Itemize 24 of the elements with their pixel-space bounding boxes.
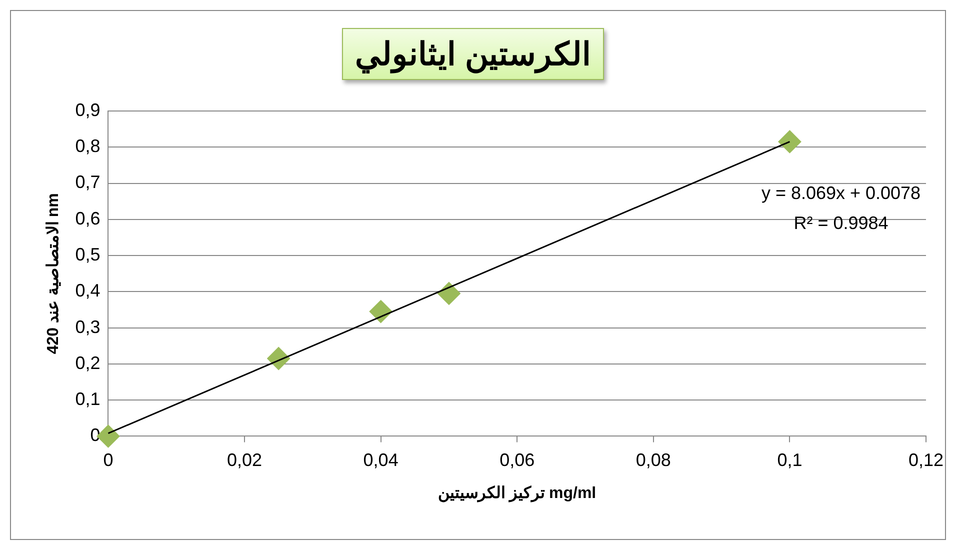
- x-tick-label: 0,06: [500, 450, 535, 470]
- y-tick-label: 0,2: [75, 352, 100, 373]
- y-tick-label: 0,6: [75, 208, 100, 228]
- x-tick-label: 0,02: [226, 450, 262, 470]
- y-tick-label: 0,3: [75, 316, 100, 337]
- x-tick-label: 0,04: [363, 450, 398, 470]
- y-tick-label: 0,1: [75, 389, 100, 410]
- point: [369, 300, 392, 324]
- x-tick-label: 0,1: [777, 450, 802, 470]
- x-tick-label: 0,12: [908, 450, 944, 470]
- annotation: R² = 0.9984: [794, 213, 888, 233]
- y-tick-label: 0,5: [75, 244, 100, 264]
- point: [437, 282, 460, 305]
- y-tick-label: 0,4: [75, 280, 100, 301]
- x-axis-title: تركيز الكرسيتين mg/ml: [438, 484, 596, 503]
- y-axis-title: الامتصاصية عند 420 nm: [45, 193, 62, 354]
- y-tick-label: 0,8: [75, 136, 100, 156]
- y-tick-label: 0,7: [75, 172, 100, 192]
- x-tick-label: 0,08: [636, 450, 671, 470]
- chart-title: الكرستين ايثانولي: [342, 28, 604, 80]
- y-tick-label: 0,9: [75, 100, 100, 120]
- x-tick-label: 0: [103, 450, 114, 470]
- annotation: y = 8.069x + 0.0078: [761, 183, 921, 203]
- point: [778, 130, 802, 154]
